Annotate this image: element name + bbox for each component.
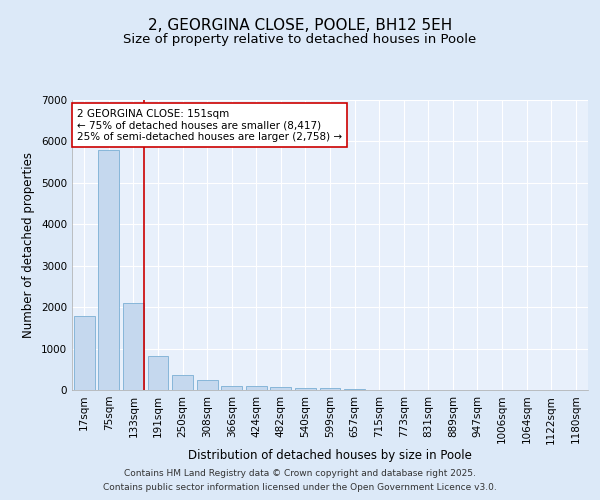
Bar: [148, 356, 169, 390]
Bar: [246, 386, 267, 390]
Text: Size of property relative to detached houses in Poole: Size of property relative to detached ho…: [124, 32, 476, 46]
Bar: [74, 316, 95, 390]
Bar: [271, 387, 292, 390]
Bar: [98, 150, 119, 390]
Y-axis label: Number of detached properties: Number of detached properties: [22, 152, 35, 338]
Bar: [172, 374, 193, 390]
Text: 2, GEORGINA CLOSE, POOLE, BH12 5EH: 2, GEORGINA CLOSE, POOLE, BH12 5EH: [148, 18, 452, 32]
Bar: [295, 388, 316, 390]
Bar: [320, 388, 340, 390]
Bar: [123, 303, 144, 390]
Text: Contains HM Land Registry data © Crown copyright and database right 2025.: Contains HM Land Registry data © Crown c…: [124, 468, 476, 477]
Bar: [197, 380, 218, 390]
Text: 2 GEORGINA CLOSE: 151sqm
← 75% of detached houses are smaller (8,417)
25% of sem: 2 GEORGINA CLOSE: 151sqm ← 75% of detach…: [77, 108, 342, 142]
Bar: [344, 389, 365, 390]
X-axis label: Distribution of detached houses by size in Poole: Distribution of detached houses by size …: [188, 449, 472, 462]
Bar: [221, 386, 242, 390]
Text: Contains public sector information licensed under the Open Government Licence v3: Contains public sector information licen…: [103, 484, 497, 492]
